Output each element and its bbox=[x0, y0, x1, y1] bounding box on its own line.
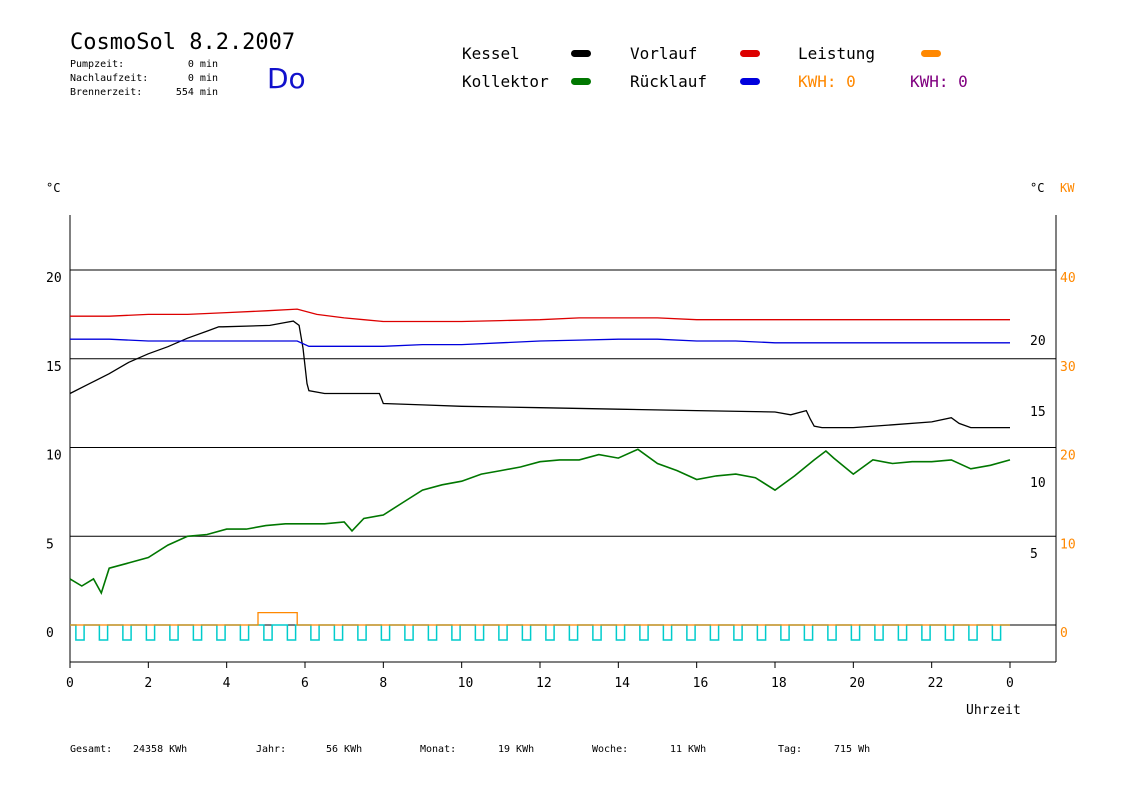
series-line-kollektor bbox=[69, 448, 1011, 596]
footer-tag-label: Tag: bbox=[778, 744, 803, 755]
legend-ruecklauf-label: Rücklauf bbox=[630, 72, 708, 91]
footer-jahr-label: Jahr: bbox=[256, 744, 287, 755]
x-tick-label: 16 bbox=[693, 676, 709, 691]
legend-kollektor-swatch bbox=[571, 78, 591, 85]
footer-monat-value: 19 KWh bbox=[498, 744, 535, 755]
series-line-leistung bbox=[70, 611, 1010, 626]
left-tick-label: 20 bbox=[46, 271, 62, 286]
footer-woche-label: Woche: bbox=[592, 744, 629, 755]
power-tick-label: 0 bbox=[1060, 626, 1068, 641]
footer-gesamt-value: 24358 KWh bbox=[133, 744, 188, 755]
x-tick-label: 0 bbox=[66, 676, 74, 691]
left-tick-label: 10 bbox=[46, 449, 62, 464]
pump-time-value: 0 min bbox=[187, 59, 218, 70]
legend-vorlauf-label: Vorlauf bbox=[630, 44, 698, 63]
power-axis-unit: KW bbox=[1060, 181, 1075, 195]
kwh-orange-label: KWH: 0 bbox=[798, 72, 856, 91]
right-tick-label: 10 bbox=[1030, 476, 1046, 491]
right-axis-unit: °C bbox=[1030, 181, 1044, 195]
x-axis-label: Uhrzeit bbox=[966, 703, 1021, 718]
legend-leistung-swatch bbox=[921, 50, 941, 57]
right-tick-label: 5 bbox=[1030, 547, 1038, 562]
left-tick-label: 15 bbox=[46, 360, 62, 375]
legend-vorlauf-swatch bbox=[740, 50, 760, 57]
x-tick-label: 0 bbox=[1006, 676, 1014, 691]
burner-time-label: Brennerzeit: bbox=[70, 87, 143, 98]
legend-kessel-label: Kessel bbox=[462, 44, 520, 63]
legend-ruecklauf-swatch bbox=[740, 78, 760, 85]
x-tick-label: 6 bbox=[301, 676, 309, 691]
x-tick-label: 18 bbox=[771, 676, 787, 691]
legend-kollektor-label: Kollektor bbox=[462, 72, 549, 91]
x-tick-label: 10 bbox=[458, 676, 474, 691]
kwh-purple-label: KWH: 0 bbox=[910, 72, 968, 91]
right-tick-label: 20 bbox=[1030, 334, 1046, 349]
power-tick-label: 10 bbox=[1060, 537, 1076, 552]
series-line-rcklauf bbox=[70, 338, 1010, 347]
power-tick-label: 30 bbox=[1060, 360, 1076, 375]
x-tick-label: 8 bbox=[379, 676, 387, 691]
x-tick-label: 22 bbox=[928, 676, 944, 691]
footer-monat-label: Monat: bbox=[420, 744, 457, 755]
x-tick-label: 12 bbox=[536, 676, 552, 691]
left-tick-label: 0 bbox=[46, 626, 54, 641]
legend-leistung-label: Leistung bbox=[798, 44, 876, 63]
afterrun-time-value: 0 min bbox=[187, 73, 218, 84]
x-tick-label: 4 bbox=[223, 676, 231, 691]
footer-jahr-value: 56 KWh bbox=[326, 744, 363, 755]
series-line-vorlauf bbox=[70, 308, 1010, 323]
footer-gesamt-label: Gesamt: bbox=[70, 744, 113, 755]
burner-time-value: 554 min bbox=[175, 87, 218, 98]
series-line-kessel bbox=[69, 320, 1010, 429]
power-tick-label: 40 bbox=[1060, 271, 1076, 286]
x-tick-label: 2 bbox=[144, 676, 152, 691]
afterrun-time-label: Nachlaufzeit: bbox=[70, 73, 149, 84]
right-tick-label: 15 bbox=[1030, 405, 1046, 420]
footer-tag-value: 715 Wh bbox=[834, 744, 871, 755]
left-axis-unit: °C bbox=[46, 181, 60, 195]
weekday-label: Do bbox=[267, 62, 306, 95]
x-tick-label: 14 bbox=[614, 676, 630, 691]
chart-title: CosmoSol 8.2.2007 bbox=[70, 30, 296, 55]
power-tick-label: 20 bbox=[1060, 449, 1076, 464]
legend-kessel-swatch bbox=[571, 50, 591, 57]
left-tick-label: 5 bbox=[46, 537, 54, 552]
pump-time-label: Pumpzeit: bbox=[70, 59, 125, 70]
footer-woche-value: 11 KWh bbox=[670, 744, 707, 755]
x-tick-label: 20 bbox=[849, 676, 865, 691]
pump-pattern-line bbox=[70, 624, 1010, 641]
